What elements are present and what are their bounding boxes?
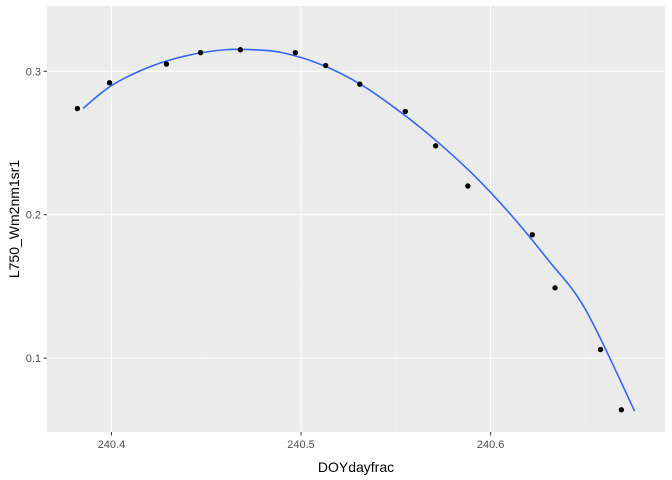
y-tick-label: 0.2 xyxy=(26,210,41,222)
data-point xyxy=(106,80,113,86)
data-point xyxy=(529,232,536,238)
data-point xyxy=(197,49,204,56)
x-tick-label: 240.4 xyxy=(98,439,126,451)
major-gridlines xyxy=(47,6,665,432)
data-points xyxy=(74,47,625,413)
data-point xyxy=(237,47,244,53)
x-axis-ticks: 240.4 240.5 240.6 xyxy=(98,432,505,451)
data-point xyxy=(402,108,408,115)
y-tick-label: 0.1 xyxy=(26,353,41,365)
smooth-fit-line xyxy=(82,48,636,412)
data-point xyxy=(618,407,625,413)
data-point xyxy=(292,49,299,56)
x-axis-title: DOYdayfrac xyxy=(318,459,394,475)
data-point xyxy=(432,143,439,149)
y-axis-title: L750_Wm2nm1sr1 xyxy=(6,160,22,278)
data-point xyxy=(322,62,329,69)
x-tick-label: 240.5 xyxy=(287,439,315,451)
data-point xyxy=(597,346,604,353)
data-point xyxy=(552,285,558,291)
data-point xyxy=(465,183,471,189)
data-point xyxy=(163,61,170,67)
minor-gridlines xyxy=(47,6,665,432)
plot-panel xyxy=(47,6,665,432)
data-point xyxy=(74,105,81,112)
y-axis-ticks: 0.1 0.2 0.3 xyxy=(26,66,47,365)
x-tick-label: 240.6 xyxy=(477,439,505,451)
data-point xyxy=(357,81,363,87)
y-tick-label: 0.3 xyxy=(26,66,41,78)
